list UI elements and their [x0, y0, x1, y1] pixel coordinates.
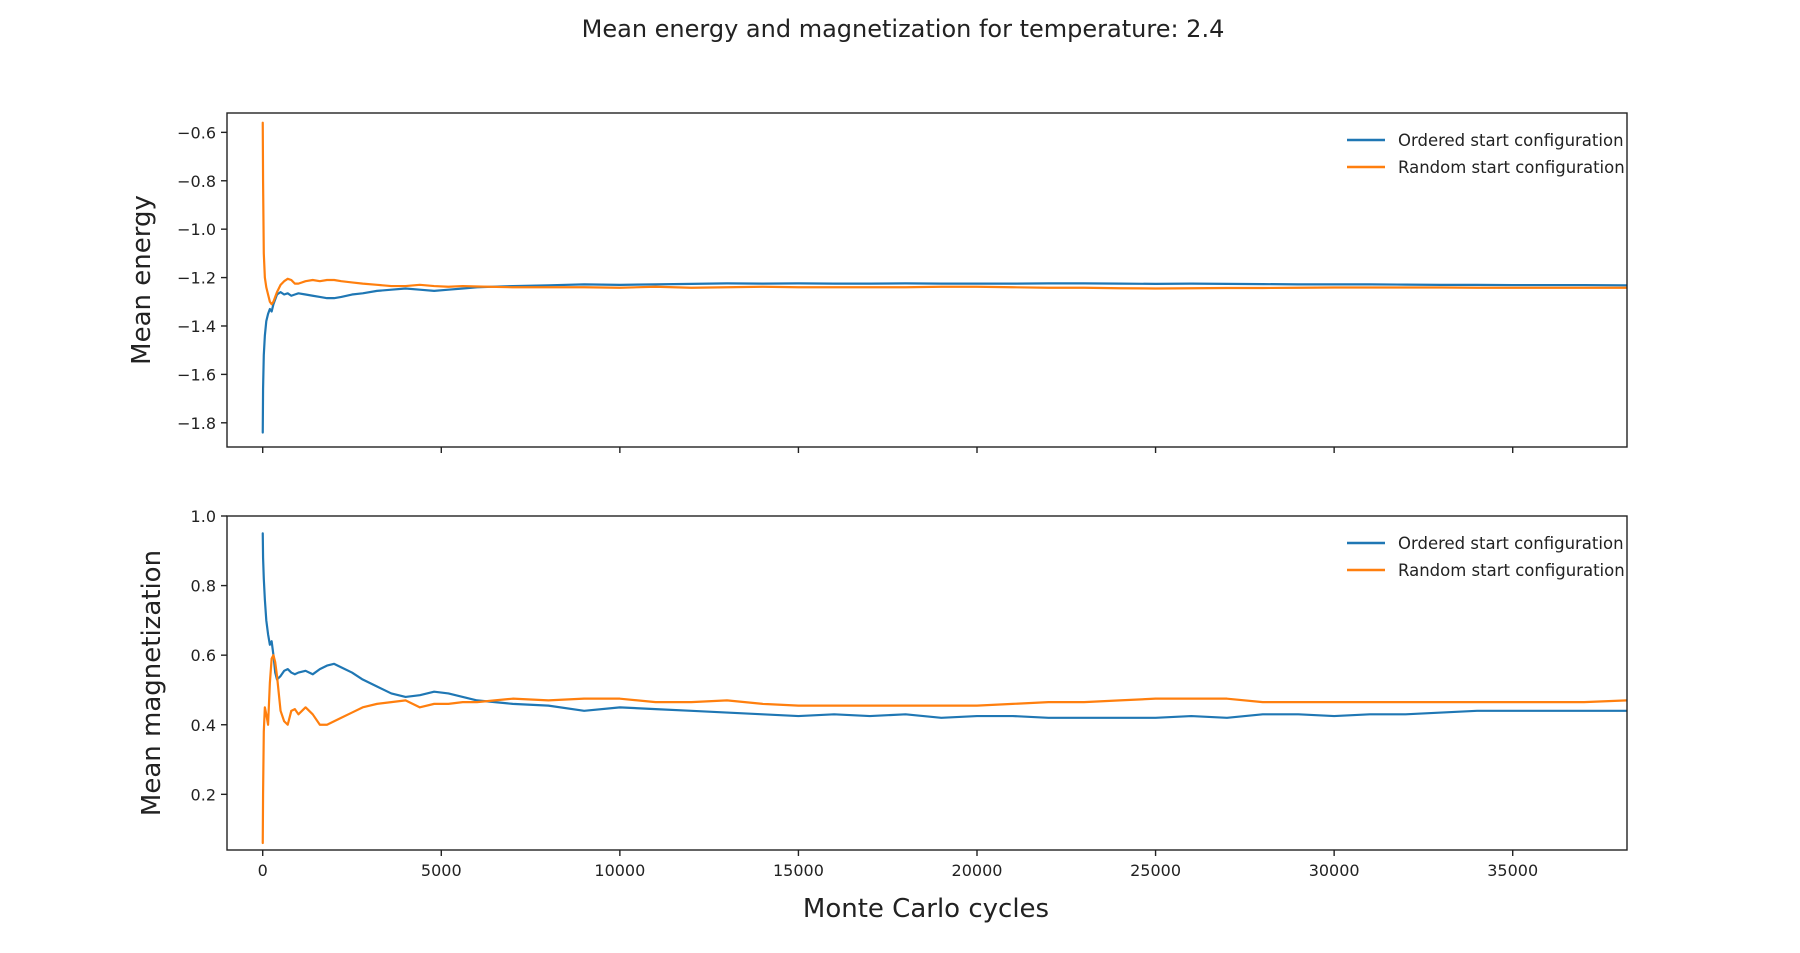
energy-series-group — [261, 121, 1627, 434]
magnetization-x-tick-label: 25000 — [1130, 861, 1181, 880]
magnetization-series-random — [261, 654, 1627, 845]
x-axis-label: Monte Carlo cycles — [803, 894, 1049, 924]
energy-axes-frame — [226, 112, 1628, 448]
magnetization-y-tick-label: 0.4 — [191, 716, 216, 735]
magnetization-x-tick-label: 35000 — [1487, 861, 1538, 880]
energy-y-tick-label: −1.4 — [177, 317, 216, 336]
magnetization-y-tick-label: 1.0 — [191, 507, 216, 526]
magnetization-axes-frame — [226, 515, 1628, 851]
energy-y-tick-label: −1.8 — [177, 414, 216, 433]
energy-legend-label-ordered: Ordered start configuration — [1398, 131, 1624, 150]
energy-y-tick-label: −0.6 — [177, 123, 216, 142]
magnetization-x-tick-label: 0 — [258, 861, 268, 880]
magnetization-x-tick-label: 30000 — [1309, 861, 1360, 880]
magnetization-legend-label-ordered: Ordered start configuration — [1398, 534, 1624, 553]
figure-title: Mean energy and magnetization for temper… — [582, 15, 1225, 43]
energy-y-tick-label: −0.8 — [177, 172, 216, 191]
energy-series-random — [261, 121, 1627, 306]
magnetization-y-axis-label: Mean magnetization — [137, 550, 167, 816]
magnetization-x-tick-label: 5000 — [421, 861, 462, 880]
magnetization-x-tick-label: 20000 — [952, 861, 1003, 880]
energy-y-tick-label: −1.2 — [177, 269, 216, 288]
magnetization-series-group — [261, 532, 1627, 845]
energy-y-tick-label: −1.0 — [177, 220, 216, 239]
magnetization-y-tick-label: 0.6 — [191, 646, 216, 665]
magnetization-legend-label-random: Random start configuration — [1398, 561, 1625, 580]
magnetization-y-tick-label: 0.8 — [191, 577, 216, 596]
energy-legend-label-random: Random start configuration — [1398, 158, 1625, 177]
energy-legend: Ordered start configuration Random start … — [1347, 131, 1625, 177]
energy-series-ordered — [261, 282, 1627, 434]
magnetization-legend: Ordered start configuration Random start … — [1347, 534, 1625, 580]
energy-y-axis-label: Mean energy — [127, 195, 157, 365]
energy-axes: −1.8 −1.6 −1.4 −1.2 −1.0 −0.8 −0.6 Mean energy O… — [127, 112, 1628, 453]
energy-y-tick-label: −1.6 — [177, 365, 216, 384]
magnetization-axes: 0.2 0.4 0.6 0.8 1.0 0 5000 10000 15000 20000 25000… — [137, 507, 1628, 880]
magnetization-x-tick-label: 15000 — [773, 861, 824, 880]
magnetization-x-tick-label: 10000 — [594, 861, 645, 880]
magnetization-y-tick-label: 0.2 — [191, 785, 216, 804]
